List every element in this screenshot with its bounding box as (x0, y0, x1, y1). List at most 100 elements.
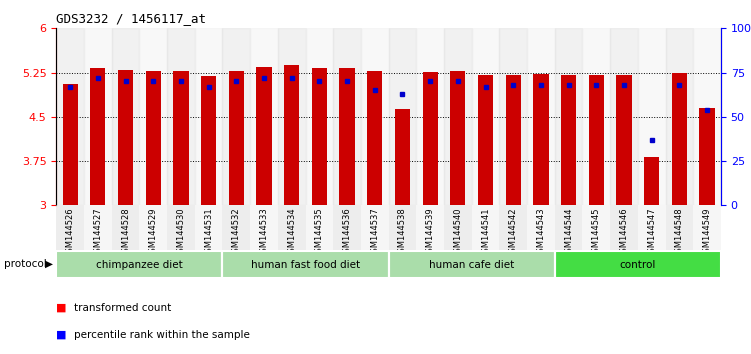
Text: GSM144543: GSM144543 (536, 207, 545, 258)
Text: GSM144549: GSM144549 (703, 207, 712, 258)
Bar (361, 205, 389, 250)
Bar (478, 75, 493, 205)
Bar (589, 75, 604, 205)
Text: transformed count: transformed count (74, 303, 170, 313)
Bar (665, 28, 693, 205)
Text: GSM144534: GSM144534 (287, 207, 296, 258)
Bar (472, 205, 499, 250)
Text: GSM144533: GSM144533 (260, 207, 269, 258)
Text: GSM144526: GSM144526 (65, 207, 74, 258)
Bar (306, 205, 333, 250)
Bar (444, 205, 472, 250)
Bar (62, 84, 78, 205)
Text: GSM144531: GSM144531 (204, 207, 213, 258)
Bar (644, 157, 659, 205)
Text: GSM144530: GSM144530 (176, 207, 185, 258)
Text: GSM144548: GSM144548 (675, 207, 684, 258)
Bar (333, 205, 361, 250)
Bar (84, 205, 112, 250)
Bar (56, 205, 84, 250)
Text: GSM144541: GSM144541 (481, 207, 490, 258)
Text: percentile rank within the sample: percentile rank within the sample (74, 330, 249, 339)
Bar (222, 28, 250, 205)
Bar (555, 205, 583, 250)
Bar (699, 108, 715, 205)
Text: GSM144547: GSM144547 (647, 207, 656, 258)
Bar (195, 205, 222, 250)
Bar (256, 67, 272, 205)
Bar (173, 71, 189, 205)
Bar (195, 28, 222, 205)
Bar (118, 70, 133, 205)
Bar (444, 28, 472, 205)
Text: ■: ■ (56, 330, 67, 339)
Text: human cafe diet: human cafe diet (429, 259, 514, 270)
Bar (90, 68, 105, 205)
Bar (665, 205, 693, 250)
Text: GSM144538: GSM144538 (398, 207, 407, 258)
Bar (222, 205, 250, 250)
Text: GSM144542: GSM144542 (508, 207, 517, 258)
Text: ▶: ▶ (45, 259, 53, 269)
Text: GSM144536: GSM144536 (342, 207, 351, 258)
Text: GSM144539: GSM144539 (426, 207, 435, 258)
Bar (638, 28, 665, 205)
Bar (229, 71, 244, 205)
Text: GSM144528: GSM144528 (121, 207, 130, 258)
Bar (201, 75, 216, 205)
Bar (416, 205, 444, 250)
Text: GSM144544: GSM144544 (564, 207, 573, 258)
Bar (555, 251, 721, 278)
Bar (672, 73, 687, 205)
Text: control: control (620, 259, 656, 270)
Text: ■: ■ (56, 303, 67, 313)
Bar (250, 28, 278, 205)
Bar (278, 28, 306, 205)
Bar (583, 205, 610, 250)
Bar (638, 205, 665, 250)
Bar (617, 75, 632, 205)
Text: GSM144540: GSM144540 (454, 207, 463, 258)
Bar (583, 28, 610, 205)
Bar (222, 251, 389, 278)
Bar (610, 28, 638, 205)
Bar (140, 28, 167, 205)
Bar (84, 28, 112, 205)
Bar (389, 205, 416, 250)
Bar (112, 205, 140, 250)
Text: human fast food diet: human fast food diet (251, 259, 360, 270)
Bar (389, 28, 416, 205)
Bar (416, 28, 444, 205)
Bar (250, 205, 278, 250)
Bar (167, 205, 195, 250)
Text: GSM144537: GSM144537 (370, 207, 379, 258)
Text: GSM144545: GSM144545 (592, 207, 601, 258)
Bar (533, 74, 548, 205)
Bar (146, 71, 161, 205)
Bar (499, 205, 527, 250)
Bar (693, 28, 721, 205)
Bar (527, 205, 555, 250)
Bar (284, 65, 300, 205)
Bar (389, 251, 555, 278)
Bar (367, 72, 382, 205)
Bar (361, 28, 389, 205)
Bar (306, 28, 333, 205)
Text: GSM144535: GSM144535 (315, 207, 324, 258)
Bar (527, 28, 555, 205)
Bar (561, 75, 576, 205)
Bar (167, 28, 195, 205)
Bar (395, 109, 410, 205)
Bar (472, 28, 499, 205)
Bar (610, 205, 638, 250)
Bar (451, 71, 466, 205)
Text: protocol: protocol (4, 259, 47, 269)
Bar (140, 205, 167, 250)
Text: GSM144546: GSM144546 (620, 207, 629, 258)
Text: GDS3232 / 1456117_at: GDS3232 / 1456117_at (56, 12, 207, 25)
Bar (56, 251, 222, 278)
Bar (278, 205, 306, 250)
Bar (312, 68, 327, 205)
Bar (56, 28, 84, 205)
Text: GSM144529: GSM144529 (149, 207, 158, 258)
